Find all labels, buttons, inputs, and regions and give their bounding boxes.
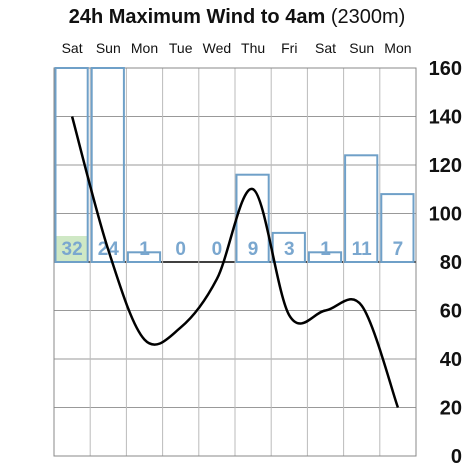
bar-label: 0 (175, 239, 186, 260)
wind-bar (344, 154, 379, 263)
bar-label: 32 (62, 239, 83, 260)
bar-label: 3 (284, 239, 295, 260)
bar-label: 9 (248, 239, 259, 260)
wind-bar (90, 67, 125, 263)
bar-label: 11 (352, 239, 373, 260)
day-label: Mon (131, 40, 158, 56)
y-tick-label: 80 (440, 252, 462, 274)
y-tick-label: 40 (440, 349, 462, 371)
day-label: Sun (96, 40, 121, 56)
y-tick-label: 0 (451, 446, 462, 468)
day-label: Tue (169, 40, 193, 56)
wind-bar (54, 67, 89, 263)
wind-bar (307, 251, 343, 264)
wind-bar (380, 193, 415, 264)
day-label: Wed (203, 40, 232, 56)
y-tick-label: 20 (440, 398, 462, 420)
y-tick-label: 60 (440, 301, 462, 323)
bar-label: 0 (212, 239, 223, 260)
y-tick-label: 100 (429, 204, 462, 226)
day-label: Thu (241, 40, 265, 56)
y-tick-label: 140 (429, 107, 462, 129)
bar-label: 1 (139, 239, 150, 260)
wind-bar (271, 231, 306, 263)
day-label: Fri (281, 40, 297, 56)
bar-label: 7 (393, 239, 404, 260)
day-label: Sun (349, 40, 374, 56)
chart-title-sub: (2300m) (330, 6, 406, 28)
chart-title-main: 24h Maximum Wind to 4am (68, 6, 326, 28)
bar-highlight (56, 236, 88, 262)
wind-line (70, 116, 400, 408)
day-label: Mon (384, 40, 411, 56)
y-tick-label: 160 (429, 58, 462, 80)
y-tick-label: 120 (429, 155, 462, 177)
day-label: Sat (315, 40, 336, 56)
bar-label: 1 (320, 239, 331, 260)
plot-frame (53, 67, 417, 457)
chart-title: 24h Maximum Wind to 4am (2300m) (0, 6, 474, 29)
wind-bar (126, 251, 162, 264)
day-label: Sat (62, 40, 83, 56)
